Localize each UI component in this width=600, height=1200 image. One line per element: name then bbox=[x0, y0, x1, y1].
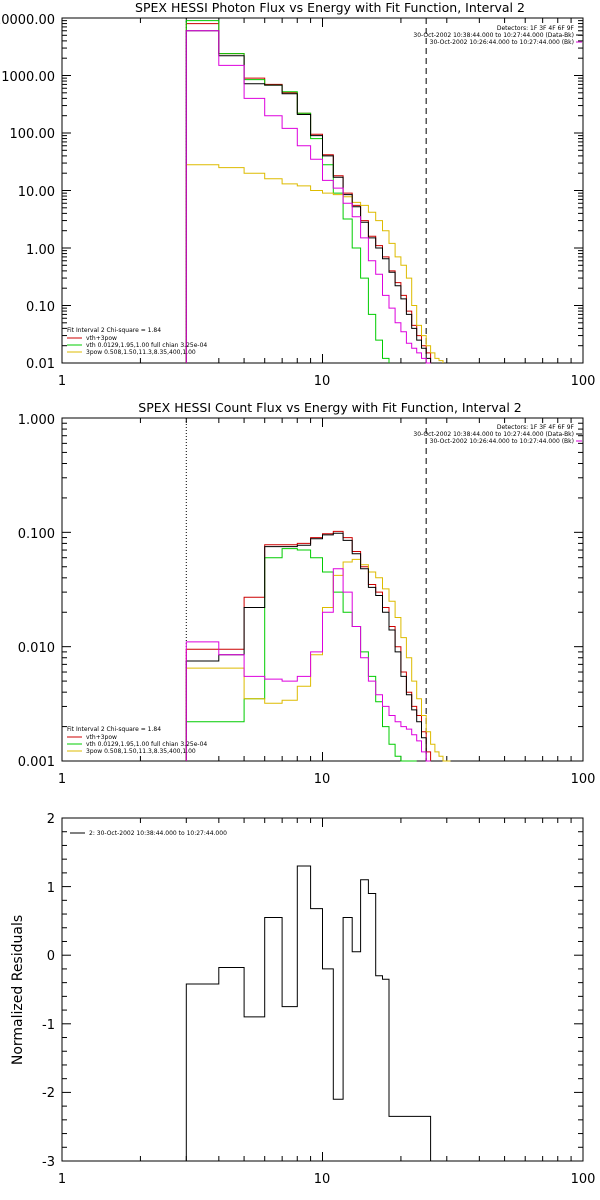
photon-flux-header: Detectors: 1F 3F 4F 6F 9F 30-Oct-2002 10… bbox=[413, 25, 582, 46]
photon-flux-panel: SPEX HESSI Photon Flux vs Energy with Fi… bbox=[0, 0, 595, 389]
x-tick-label: 10 bbox=[314, 374, 331, 389]
count-flux-vertical-markers bbox=[185, 418, 427, 761]
legend-label: vth 0.0129,1.95,1.00 full chian 3.25e-04 bbox=[86, 741, 207, 748]
residuals-y-tick-labels: -3 -2 -1 0 1 2 bbox=[42, 812, 55, 1170]
residuals-x-tick-labels: 1 10 100 bbox=[58, 1172, 596, 1187]
y-tick-label: -1 bbox=[42, 1018, 55, 1033]
count-flux-ticks bbox=[61, 418, 583, 762]
photon-flux-y-tick-labels: 0.01 0.10 1.00 10.00 100.00 1000.00 1000… bbox=[0, 13, 55, 372]
fit-info-label: Fit Interval 2 Chi-square = 1.84 bbox=[67, 327, 161, 334]
residuals-legend: 2: 30-Oct-2002 10:38:44.000 to 10:27:44.… bbox=[70, 830, 227, 837]
y-tick-label: 1.000 bbox=[18, 413, 55, 428]
x-tick-label: 100 bbox=[571, 374, 596, 389]
photon-flux-legend: Fit Interval 2 Chi-square = 1.84 vth+3po… bbox=[67, 327, 207, 356]
count-flux-legend: Fit Interval 2 Chi-square = 1.84 vth+3po… bbox=[67, 726, 207, 755]
legend-label: 3pow 0.508,1.50,11.3,8.35,400,1.00 bbox=[86, 748, 196, 755]
y-tick-label: 1 bbox=[47, 881, 55, 896]
residuals-panel: Normalized Residuals -3 -2 -1 0 1 2 1 10… bbox=[10, 812, 595, 1187]
background-interval-label: 30-Oct-2002 10:26:44.000 to 10:27:44.000… bbox=[430, 39, 574, 46]
data-interval-label: 30-Oct-2002 10:38:44.000 to 10:27:44.000… bbox=[413, 431, 574, 438]
count-flux-panel: SPEX HESSI Count Flux vs Energy with Fit… bbox=[18, 400, 596, 787]
photon-flux-vertical-markers bbox=[185, 18, 427, 363]
series-line-vth+3pow bbox=[185, 23, 432, 363]
x-tick-label: 100 bbox=[571, 1172, 596, 1187]
count-flux-header: Detectors: 1F 3F 4F 6F 9F 30-Oct-2002 10… bbox=[413, 424, 582, 445]
detectors-label: Detectors: 1F 3F 4F 6F 9F bbox=[497, 424, 575, 431]
x-tick-label: 100 bbox=[571, 772, 596, 787]
series-line-vth+3pow bbox=[185, 530, 432, 761]
photon-flux-x-tick-labels: 1 10 100 bbox=[58, 374, 596, 389]
x-tick-label: 1 bbox=[58, 1172, 66, 1187]
residuals-y-axis-label: Normalized Residuals bbox=[10, 915, 26, 1065]
photon-flux-series bbox=[185, 20, 444, 364]
detectors-label: Detectors: 1F 3F 4F 6F 9F bbox=[497, 25, 575, 32]
y-tick-label: 10.00 bbox=[18, 185, 55, 200]
count-flux-title: SPEX HESSI Count Flux vs Energy with Fit… bbox=[138, 400, 521, 415]
series-line-vth bbox=[185, 20, 390, 363]
y-tick-label: 0 bbox=[47, 949, 55, 964]
residuals-series bbox=[185, 865, 432, 1161]
series-line-series-4 bbox=[185, 30, 431, 364]
series-line-3pow bbox=[185, 558, 451, 762]
legend-label: 2: 30-Oct-2002 10:38:44.000 to 10:27:44.… bbox=[89, 830, 227, 837]
y-tick-label: 0.010 bbox=[18, 641, 55, 656]
y-tick-label: 0.01 bbox=[26, 357, 55, 372]
x-tick-label: 10 bbox=[314, 772, 331, 787]
y-tick-label: 10000.00 bbox=[0, 13, 55, 28]
y-tick-label: -2 bbox=[42, 1086, 55, 1101]
y-tick-label: 0.10 bbox=[26, 300, 55, 315]
series-line-series-3 bbox=[185, 532, 431, 762]
y-tick-label: 2 bbox=[47, 812, 55, 827]
y-tick-label: 0.100 bbox=[18, 527, 55, 542]
data-interval-label: 30-Oct-2002 10:38:44.000 to 10:27:44.000… bbox=[413, 32, 574, 39]
series-line-series-3 bbox=[185, 30, 432, 363]
x-tick-label: 1 bbox=[58, 772, 66, 787]
photon-flux-title: SPEX HESSI Photon Flux vs Energy with Fi… bbox=[135, 0, 525, 15]
legend-label: vth 0.0129,1.95,1.00 full chian 3.25e-04 bbox=[86, 342, 207, 349]
residuals-frame bbox=[61, 817, 584, 1162]
legend-label: vth+3pow bbox=[86, 335, 117, 342]
y-tick-label: 100.00 bbox=[10, 127, 56, 142]
count-flux-frame bbox=[61, 417, 584, 762]
count-flux-y-tick-labels: 0.001 0.010 0.100 1.000 bbox=[18, 413, 55, 770]
series-line-series-4 bbox=[185, 568, 431, 762]
series-line-vth bbox=[185, 548, 417, 762]
y-tick-label: -3 bbox=[42, 1155, 55, 1170]
y-tick-label: 1.00 bbox=[26, 243, 55, 258]
x-tick-label: 1 bbox=[58, 374, 66, 389]
series-line-2 bbox=[185, 865, 432, 1161]
photon-flux-ticks bbox=[61, 18, 583, 364]
y-tick-label: 0.001 bbox=[18, 755, 55, 770]
y-tick-label: 1000.00 bbox=[1, 70, 55, 85]
legend-label: 3pow 0.508,1.50,11.3,8.35,400,1.00 bbox=[86, 349, 196, 356]
count-flux-x-tick-labels: 1 10 100 bbox=[58, 772, 596, 787]
series-line-3pow bbox=[185, 164, 444, 363]
residuals-ticks bbox=[61, 817, 583, 1162]
legend-label: vth+3pow bbox=[86, 734, 117, 741]
fit-info-label: Fit Interval 2 Chi-square = 1.84 bbox=[67, 726, 161, 733]
count-flux-series bbox=[185, 530, 451, 762]
background-interval-label: 30-Oct-2002 10:26:44.000 to 10:27:44.000… bbox=[430, 438, 574, 445]
x-tick-label: 10 bbox=[314, 1172, 331, 1187]
